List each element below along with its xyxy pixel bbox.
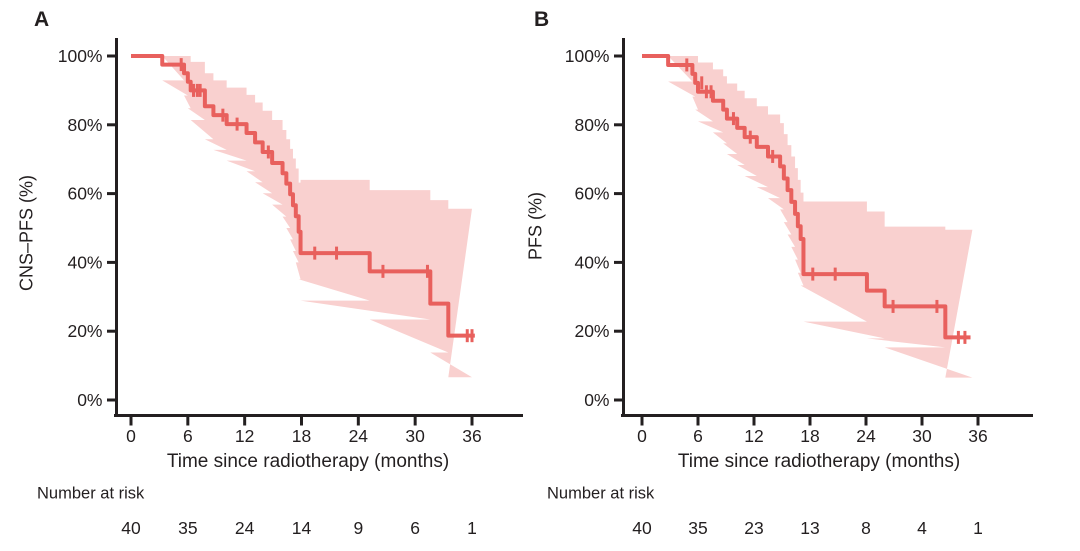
svg-text:12: 12 <box>744 426 763 446</box>
svg-text:36: 36 <box>462 426 481 446</box>
svg-text:18: 18 <box>292 426 311 446</box>
svg-text:6: 6 <box>183 426 193 446</box>
svg-text:60%: 60% <box>67 184 102 204</box>
svg-text:100%: 100% <box>58 46 103 66</box>
svg-text:6: 6 <box>410 518 420 538</box>
svg-text:20%: 20% <box>574 321 609 341</box>
svg-text:13: 13 <box>800 518 819 538</box>
svg-text:35: 35 <box>688 518 707 538</box>
svg-text:24: 24 <box>856 426 876 446</box>
svg-text:0%: 0% <box>584 390 609 410</box>
risk-count-row: 40 35 24 14 9 6 1 <box>121 518 477 538</box>
svg-text:6: 6 <box>693 426 703 446</box>
x-tick-labels: 0 6 12 18 24 30 36 <box>637 416 988 446</box>
svg-text:0: 0 <box>637 426 647 446</box>
confidence-band <box>162 56 472 378</box>
svg-text:18: 18 <box>800 426 819 446</box>
svg-text:24: 24 <box>349 426 369 446</box>
svg-text:12: 12 <box>235 426 254 446</box>
svg-text:60%: 60% <box>574 184 609 204</box>
y-tick-labels: 100% 80% 60% 40% 20% 0% <box>565 46 623 410</box>
svg-text:40%: 40% <box>67 252 102 272</box>
svg-text:30: 30 <box>912 426 932 446</box>
svg-text:40: 40 <box>632 518 652 538</box>
survival-curve <box>131 54 475 338</box>
svg-text:9: 9 <box>353 518 363 538</box>
svg-text:0: 0 <box>126 426 136 446</box>
y-tick-labels: 100% 80% 60% 40% 20% 0% <box>58 46 116 410</box>
svg-text:100%: 100% <box>565 46 610 66</box>
risk-count-row: 40 35 23 13 8 4 1 <box>632 518 983 538</box>
svg-text:35: 35 <box>178 518 197 538</box>
svg-text:14: 14 <box>292 518 312 538</box>
svg-text:80%: 80% <box>574 115 609 135</box>
censor-marks <box>179 58 474 343</box>
km-panel-a: 100% 80% 60% 40% 20% 0% 0 6 12 18 24 30 36 40 35 24 14 9 6… <box>58 38 523 538</box>
x-tick-labels: 0 6 12 18 24 30 36 <box>126 416 482 446</box>
svg-text:40: 40 <box>121 518 141 538</box>
svg-text:20%: 20% <box>67 321 102 341</box>
svg-text:30: 30 <box>405 426 425 446</box>
svg-text:1: 1 <box>973 518 983 538</box>
svg-text:1: 1 <box>467 518 477 538</box>
svg-text:4: 4 <box>917 518 927 538</box>
svg-text:0%: 0% <box>77 390 102 410</box>
svg-text:80%: 80% <box>67 115 102 135</box>
svg-text:24: 24 <box>235 518 255 538</box>
svg-text:23: 23 <box>744 518 763 538</box>
svg-text:40%: 40% <box>574 252 609 272</box>
censor-marks <box>685 58 967 344</box>
svg-text:36: 36 <box>968 426 987 446</box>
svg-text:8: 8 <box>861 518 871 538</box>
confidence-band <box>668 56 973 378</box>
